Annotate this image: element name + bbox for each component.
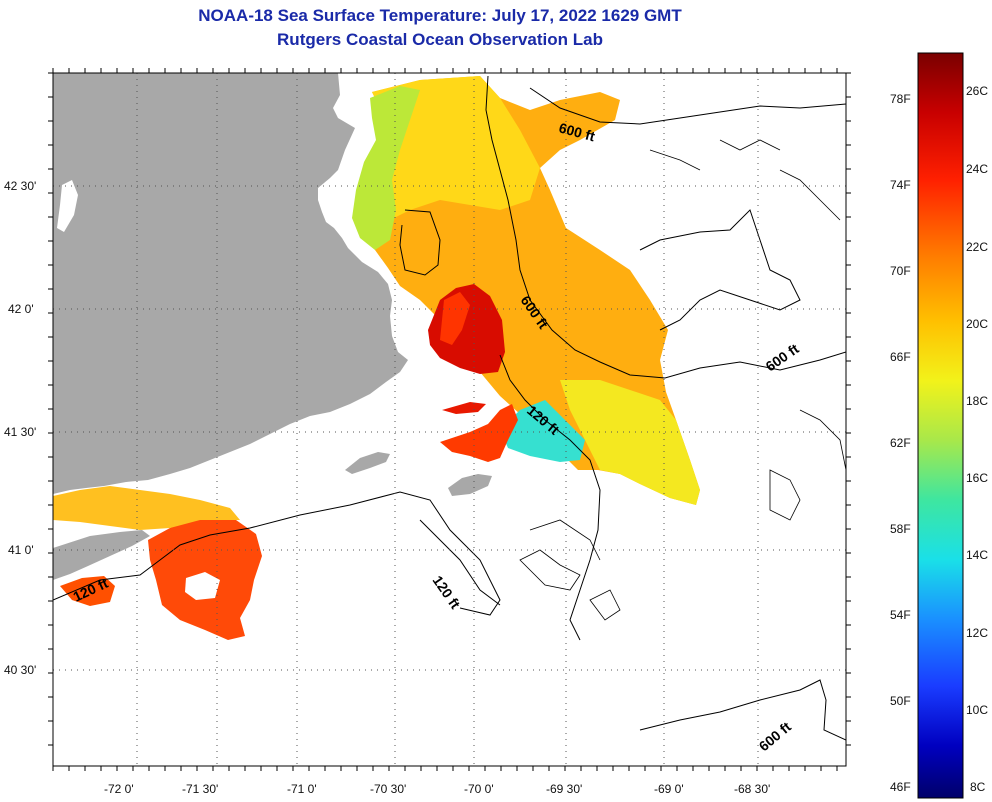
lon-label-71-0: -71 0': [287, 782, 317, 796]
sst-sw-yellow: [53, 486, 240, 530]
sst-small-west: [60, 576, 115, 606]
colorbar-c-16: 16C: [966, 471, 989, 485]
colorbar-f-78: 78F: [890, 92, 911, 106]
lat-label-42-0: 42 0': [8, 302, 34, 316]
colorbar-c-20: 20C: [966, 317, 989, 331]
colorbar-c-26: 26C: [966, 84, 989, 98]
colorbar: [917, 52, 964, 799]
land-new-england: [53, 73, 408, 494]
sst-bay-edge: [440, 292, 470, 345]
lon-label-69-30: -69 30': [546, 782, 583, 796]
colorbar-c-18: 18C: [966, 394, 989, 408]
colorbar-f-54: 54F: [890, 608, 911, 622]
colorbar-f-74: 74F: [890, 178, 911, 192]
sst-green-strip: [352, 86, 420, 250]
land-nantucket: [448, 474, 492, 496]
colorbar-f-50: 50F: [890, 694, 911, 708]
lon-label-68-30: -68 30': [734, 782, 771, 796]
lon-label-70-30: -70 30': [370, 782, 407, 796]
depth-contours: [53, 75, 846, 741]
colorbar-f-62: 62F: [890, 436, 911, 450]
lon-label-72-0: -72 0': [104, 782, 134, 796]
lon-label-71-30: -71 30': [182, 782, 219, 796]
sst-red-strip: [442, 402, 486, 414]
lat-label-41-30: 41 30': [4, 425, 37, 439]
lat-label-41-0: 41 0': [8, 543, 34, 557]
map-frame-border: [52, 72, 847, 767]
inland-lake: [57, 180, 78, 232]
axis-ticks: [48, 68, 851, 771]
colorbar-c-8: 8C: [970, 780, 986, 794]
colorbar-c-12: 12C: [966, 626, 989, 640]
sst-sw-hole: [185, 572, 220, 600]
colorbar-c-22: 22C: [966, 240, 989, 254]
graticule: [53, 73, 846, 766]
land-marthas-vineyard: [345, 452, 390, 474]
lat-label-42-30: 42 30': [4, 179, 37, 193]
colorbar-f-66: 66F: [890, 350, 911, 364]
colorbar-f-70: 70F: [890, 264, 911, 278]
colorbar-c-24: 24C: [966, 162, 989, 176]
sst-cyan-patch: [500, 400, 585, 462]
land-long-island: [53, 530, 150, 580]
map-subtitle: Rutgers Coastal Ocean Observation Lab: [277, 30, 603, 49]
lon-label-70-0: -70 0': [464, 782, 494, 796]
colorbar-c-14: 14C: [966, 548, 989, 562]
sst-yellow-south: [560, 380, 700, 505]
sst-yellow-region: [372, 76, 540, 220]
sst-red-islands: [440, 404, 518, 462]
lon-label-69-0: -69 0': [654, 782, 684, 796]
colorbar-c-10: 10C: [966, 703, 989, 717]
lat-label-40-30: 40 30': [4, 663, 37, 677]
map-title: NOAA-18 Sea Surface Temperature: July 17…: [198, 6, 682, 25]
colorbar-f-46: 46F: [890, 780, 911, 794]
colorbar-f-58: 58F: [890, 522, 911, 536]
